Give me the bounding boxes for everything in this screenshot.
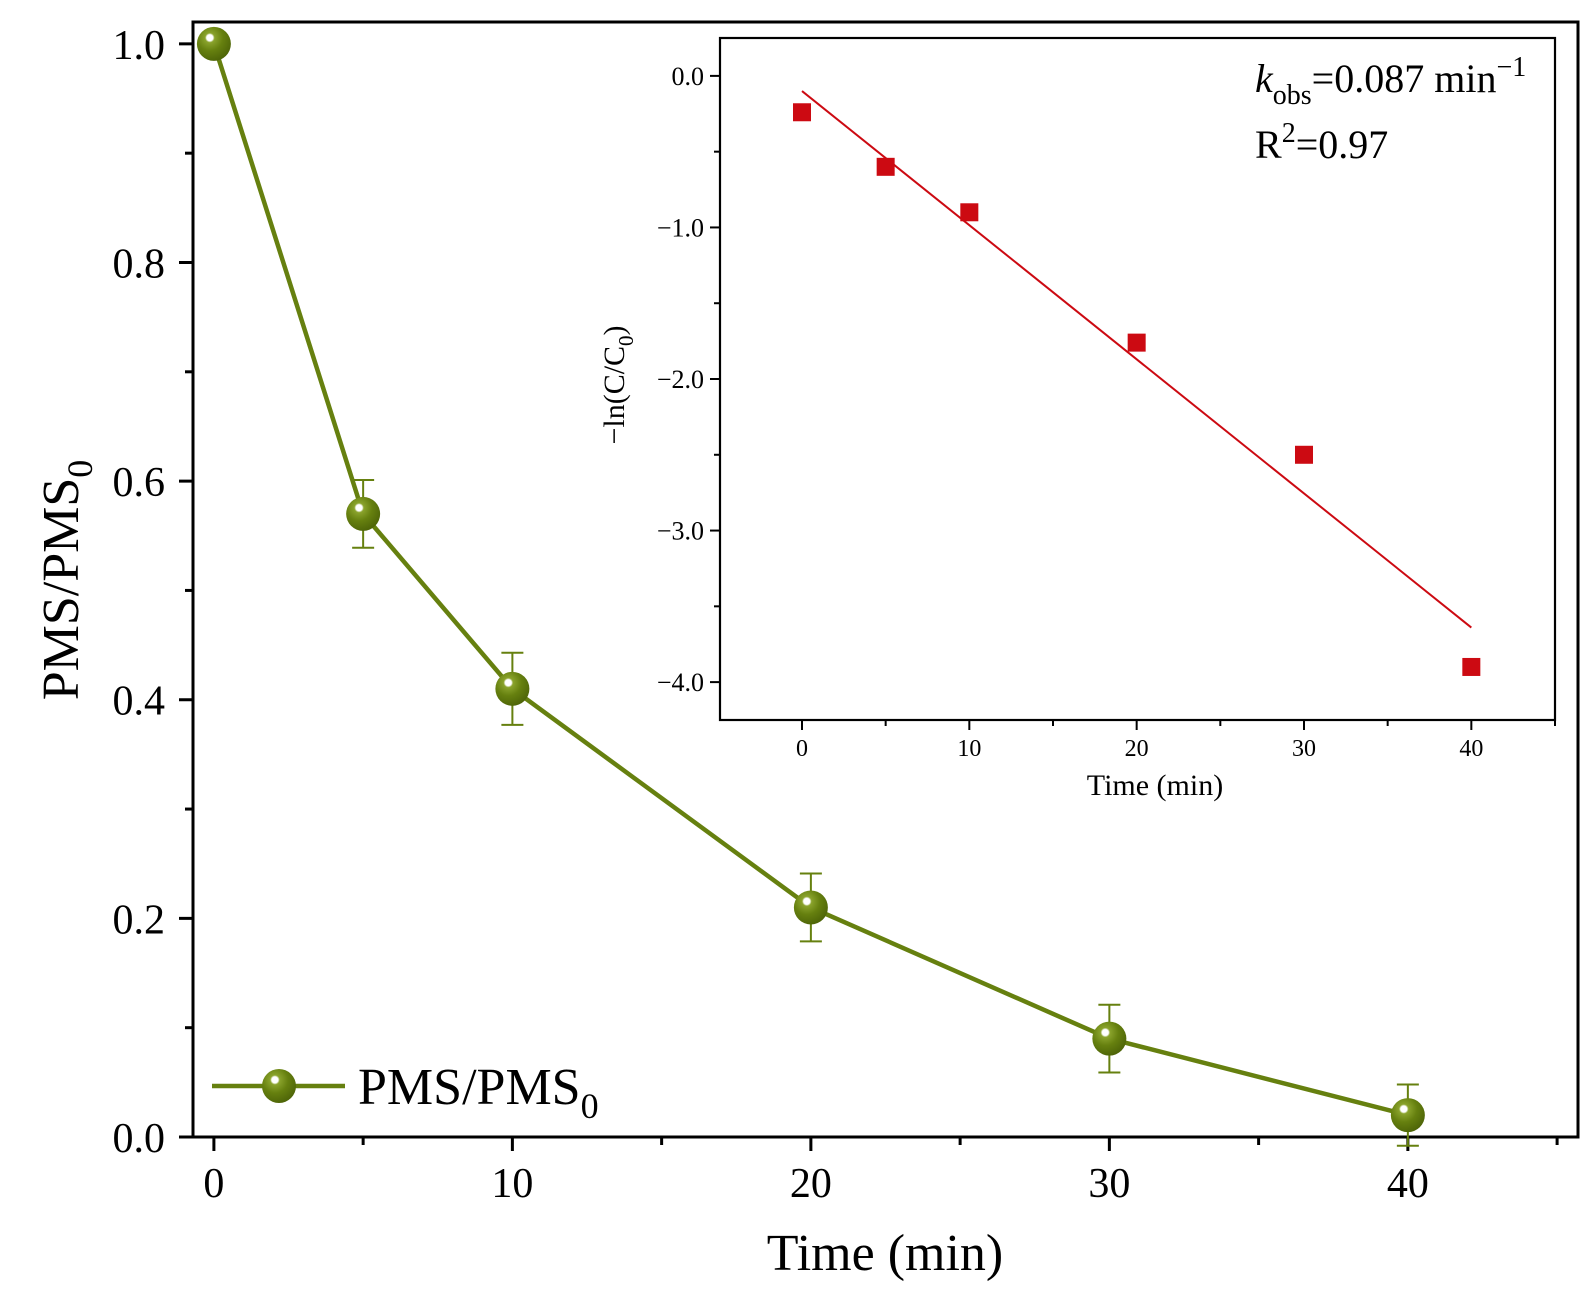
data-point (495, 671, 530, 706)
inset-data-point (1127, 333, 1146, 352)
k-obs-annotation: kobs=0.087 min−1 (1255, 52, 1526, 111)
series-line-pms (211, 43, 1409, 1118)
y-tick-label: 0.2 (113, 897, 166, 943)
inset-y-tick-label: −2.0 (657, 365, 704, 394)
inset-data-point (1294, 445, 1313, 464)
inset-plot: 0 10 20 30 400.0−1.0−2.0−3.0−4.0 Time (min) … (598, 36, 1557, 802)
x-tick-label: 40 (1387, 1161, 1429, 1207)
x-tick-label: 20 (790, 1161, 832, 1207)
main-tick-labels: 0 10 20 30 40 0.0 0.2 0.4 0.6 0.8 1.0 (113, 23, 1429, 1207)
inset-x-tick-label: 10 (957, 736, 981, 762)
data-point (1092, 1021, 1127, 1056)
inset-y-tick-label: −1.0 (657, 213, 704, 242)
main-plot: 0 10 20 30 40 0.0 0.2 0.4 0.6 0.8 1.0 Time (min) P… (33, 20, 1580, 1282)
legend-marker-swatch (262, 1069, 296, 1103)
inset-data-point (792, 103, 811, 122)
inset-x-tick-label: 20 (1125, 736, 1149, 762)
x-tick-label: 10 (491, 1161, 533, 1207)
main-axis-ticks (179, 42, 1559, 1151)
x-tick-label: 30 (1088, 1161, 1130, 1207)
inset-plot-frame (718, 36, 1557, 722)
data-point (1390, 1098, 1425, 1133)
main-markers (196, 26, 1425, 1133)
legend-label: PMS/PMS0 (358, 1059, 599, 1126)
data-point (196, 26, 231, 61)
inset-data-point (960, 203, 979, 222)
inset-axis-ticks (710, 74, 1556, 730)
inset-fit-line (801, 90, 1472, 629)
inset-x-tick-label: 40 (1459, 736, 1483, 762)
inset-y-tick-label: 0.0 (672, 62, 705, 91)
y-tick-label: 0.4 (113, 679, 166, 725)
data-point (346, 496, 381, 531)
inset-y-tick-label: −4.0 (657, 668, 704, 697)
y-tick-label: 1.0 (113, 23, 166, 69)
r-squared-annotation: R2=0.97 (1255, 118, 1388, 167)
inset-x-axis-title: Time (min) (1087, 769, 1223, 802)
y-tick-label: 0.6 (113, 460, 166, 506)
inset-y-tick-label: −3.0 (657, 517, 704, 546)
inset-tick-labels: 0 10 20 30 40 0.0 −1.0 −2.0 −3.0 −4.0 (657, 62, 1484, 762)
inset-y-axis-title: −ln(C/C0) (598, 325, 638, 444)
main-legend: PMS/PMS0 (212, 1059, 599, 1126)
main-y-axis-title: PMS/PMS0 (33, 460, 100, 701)
inset-markers (792, 103, 1481, 676)
y-tick-label: 0.0 (113, 1116, 166, 1162)
inset-data-point (876, 157, 895, 176)
inset-x-tick-label: 30 (1292, 736, 1316, 762)
data-point (793, 890, 828, 925)
inset-x-tick-label: 0 (796, 736, 808, 762)
main-x-axis-title: Time (min) (767, 1225, 1003, 1282)
main-plot-frame (191, 20, 1580, 1139)
inset-data-point (1462, 657, 1481, 676)
y-tick-label: 0.8 (113, 241, 166, 287)
x-tick-label: 0 (203, 1161, 224, 1207)
